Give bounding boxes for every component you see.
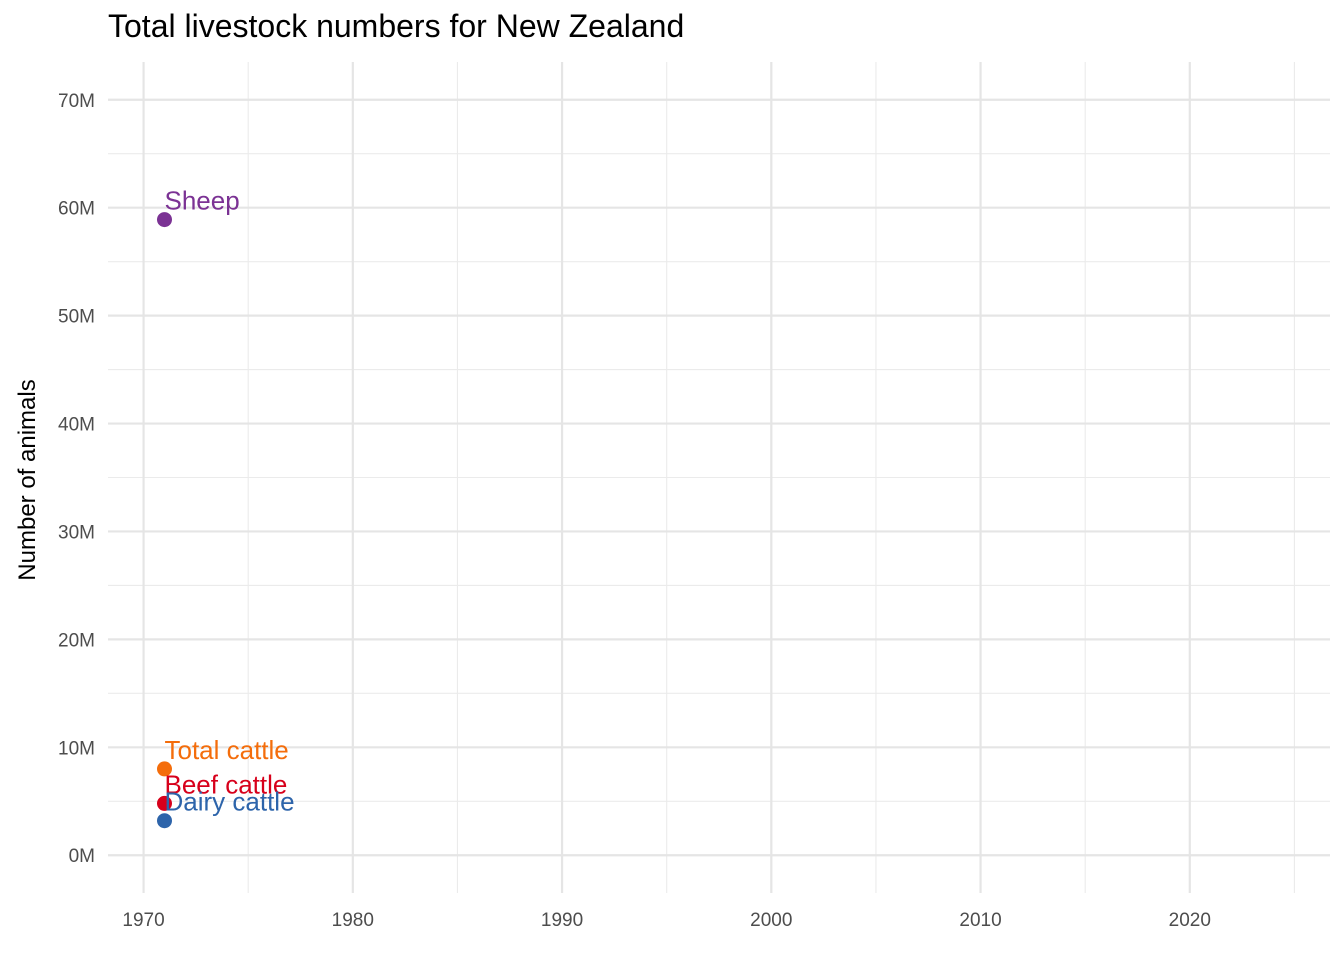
major-gridlines: [108, 62, 1330, 893]
data-point: [156, 212, 172, 228]
point-label: Dairy cattle: [164, 787, 294, 817]
y-tick-label: 40M: [58, 415, 95, 436]
data-points: [156, 212, 172, 829]
y-tick-label: 20M: [58, 630, 95, 651]
data-point: [156, 813, 172, 829]
x-tick-label: 2020: [1169, 910, 1211, 931]
x-tick-label: 2010: [959, 910, 1001, 931]
point-label: Total cattle: [164, 735, 288, 765]
x-tick-label: 1970: [122, 910, 164, 931]
x-tick-label: 1980: [332, 910, 374, 931]
y-tick-label: 50M: [58, 307, 95, 328]
y-tick-label: 70M: [58, 91, 95, 112]
y-tick-label: 0M: [69, 846, 95, 867]
chart-title: Total livestock numbers for New Zealand: [108, 8, 685, 44]
y-tick-label: 30M: [58, 522, 95, 543]
point-label: Beef cattle: [164, 769, 287, 799]
x-axis-tick-labels: 1970 1980 1990 2000 2010 2020: [122, 910, 1211, 931]
y-axis-label: Number of animals: [14, 379, 41, 580]
x-tick-label: 2000: [750, 910, 792, 931]
data-point: [156, 795, 172, 811]
y-axis-tick-labels: 0M 10M 20M 30M 40M 50M 60M 70M: [58, 91, 95, 867]
x-tick-label: 1990: [541, 910, 583, 931]
y-tick-label: 10M: [58, 738, 95, 759]
minor-gridlines: [108, 62, 1330, 893]
data-point: [156, 761, 172, 777]
point-label: Sheep: [164, 186, 239, 216]
y-tick-label: 60M: [58, 199, 95, 220]
